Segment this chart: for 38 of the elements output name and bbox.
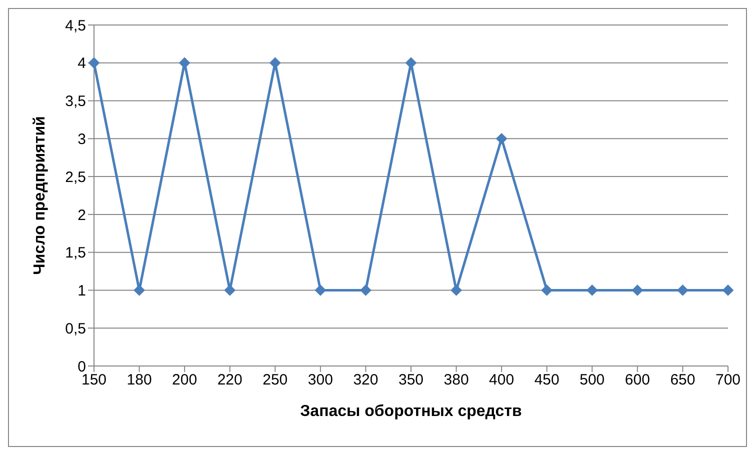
point [179,57,190,68]
x-tick-label: 700 [715,372,741,389]
point [496,133,508,144]
x-tick-label: 220 [217,372,242,389]
x-axis-title: Запасы оборотных средств [300,403,522,420]
x-tick-label: 400 [489,372,514,389]
point [450,284,462,296]
y-tick-label: 2 [78,206,86,224]
x-tick-label: 200 [172,372,198,389]
point [270,57,281,68]
y-tick-label: 0,5 [65,320,86,338]
point [134,284,145,296]
y-axis-title: Число предприятий [32,116,49,275]
y-tick-label: 1,5 [65,244,86,262]
x-tick-label: 300 [308,372,333,389]
y-tick-label: 4 [78,55,86,72]
point [360,284,372,296]
point [722,284,734,296]
y-tick-label: 3,5 [65,93,86,110]
x-tick-label: 180 [126,372,152,389]
y-tick-label: 2,5 [65,168,86,186]
point [677,284,688,296]
y-tick-label: 1 [78,282,86,300]
point [224,284,236,296]
y-tick-label: 3 [78,130,86,148]
x-tick-label: 450 [534,372,560,389]
point [632,284,643,296]
x-tick-label: 350 [398,372,424,389]
point [314,284,326,296]
x-tick-label: 650 [670,372,696,389]
point [541,284,552,296]
x-tick-label: 320 [353,372,378,389]
x-tick-label: 500 [580,372,605,389]
x-tick-label: 250 [262,372,288,389]
y-tick-label: 4,5 [65,17,86,34]
point [586,284,598,296]
x-tick-label: 600 [624,372,650,389]
x-tick-label: 380 [444,372,469,389]
